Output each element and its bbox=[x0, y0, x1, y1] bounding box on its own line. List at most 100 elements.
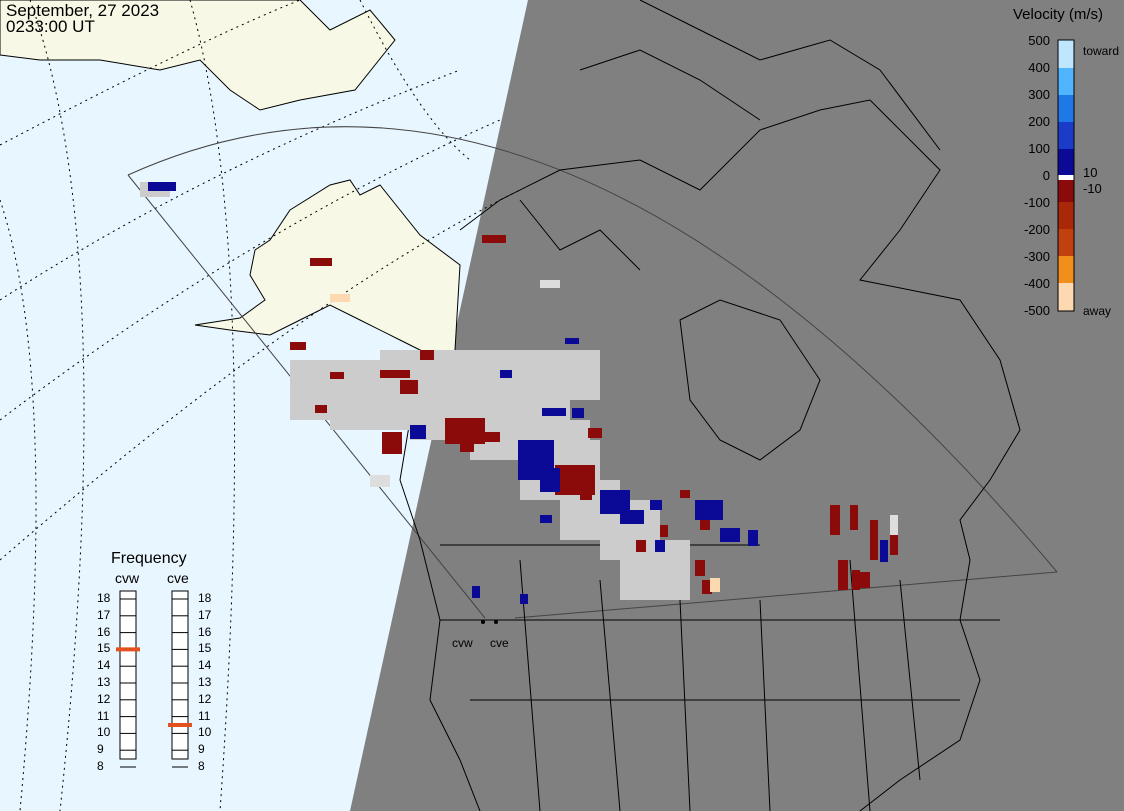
frequency-label-cvw: 10 bbox=[97, 725, 111, 740]
frequency-label-cve: 18 bbox=[198, 591, 212, 605]
velocity-cell bbox=[695, 560, 705, 576]
frequency-label-cve: 10 bbox=[198, 725, 212, 740]
velocity-cell bbox=[445, 418, 485, 444]
frequency-label-cvw: 15 bbox=[97, 641, 111, 656]
alaska-land bbox=[0, 0, 396, 111]
timestamp-time: 0233:00 UT bbox=[6, 17, 95, 36]
graticule bbox=[0, 0, 521, 811]
velocity-tick: -400 bbox=[1023, 276, 1050, 291]
velocity-cell bbox=[580, 490, 592, 500]
frequency-label-cvw: 9 bbox=[97, 742, 104, 757]
frequency-label-cvw: 12 bbox=[97, 691, 111, 706]
velocity-tick: -200 bbox=[1023, 222, 1050, 237]
velocity-cell bbox=[620, 510, 644, 524]
velocity-tick: 500 bbox=[1028, 33, 1050, 48]
velocity-tick: 300 bbox=[1028, 87, 1050, 102]
velocity-tick: 0 bbox=[1042, 168, 1050, 183]
velocity-cell bbox=[500, 370, 512, 378]
frequency-label-cve: 9 bbox=[198, 742, 205, 757]
velocity-cell bbox=[830, 505, 840, 535]
frequency-label-cvw: 16 bbox=[97, 624, 111, 639]
velocity-cell bbox=[472, 586, 480, 598]
site-label-cve: cve bbox=[490, 636, 509, 650]
toward-label: toward bbox=[1083, 44, 1120, 58]
velocity-colorbar bbox=[1057, 39, 1075, 312]
velocity-cell bbox=[410, 425, 426, 439]
velocity-cell bbox=[382, 432, 402, 454]
frequency-label-cvw: 17 bbox=[97, 607, 111, 622]
velocity-cell bbox=[370, 475, 390, 487]
frequency-label-cvw: 14 bbox=[97, 658, 111, 673]
velocity-cell bbox=[680, 490, 690, 498]
frequency-label-cve: 13 bbox=[198, 675, 212, 689]
velocity-tick: -300 bbox=[1023, 249, 1050, 264]
velocity-cell bbox=[702, 580, 712, 594]
velocity-cell bbox=[400, 380, 418, 394]
radar-name-cvw: cvw bbox=[115, 570, 140, 586]
velocity-cell bbox=[655, 540, 665, 552]
radar-site-cve bbox=[494, 620, 498, 624]
frequency-label-cve: 17 bbox=[198, 607, 212, 622]
velocity-cell bbox=[148, 182, 176, 191]
frequency-title: Frequency bbox=[111, 550, 187, 567]
radar-site-cvw bbox=[481, 620, 485, 624]
velocity-cell bbox=[310, 258, 332, 266]
velocity-cell bbox=[588, 428, 602, 438]
velocity-cell bbox=[540, 515, 552, 523]
velocity-tick: -500 bbox=[1023, 303, 1050, 318]
velocity-cell bbox=[380, 370, 410, 378]
frequency-label-cve: 14 bbox=[198, 658, 212, 673]
velocity-cell bbox=[520, 594, 528, 604]
velocity-cell bbox=[650, 500, 662, 510]
velocity-cell bbox=[700, 520, 710, 530]
velocity-legend-title: Velocity (m/s) bbox=[1013, 6, 1104, 23]
velocity-cell bbox=[860, 572, 870, 588]
velocity-cell bbox=[540, 468, 560, 492]
velocity-cell bbox=[565, 338, 579, 344]
velocity-cell bbox=[480, 432, 500, 442]
velocity-cell bbox=[330, 294, 350, 302]
frequency-label-cvw: 8 bbox=[97, 759, 104, 773]
velocity-cell bbox=[315, 405, 327, 413]
frequency-label-cve: 11 bbox=[198, 708, 211, 723]
velocity-cell bbox=[850, 505, 858, 530]
velocity-tick: -100 bbox=[1023, 195, 1050, 210]
velocity-tick: -10 bbox=[1083, 181, 1102, 196]
velocity-cell bbox=[636, 540, 646, 552]
frequency-label-cvw: 13 bbox=[97, 675, 111, 689]
velocity-cell bbox=[572, 408, 584, 418]
velocity-cell bbox=[720, 528, 740, 542]
velocity-cell bbox=[460, 440, 474, 452]
radar-name-cve: cve bbox=[167, 570, 189, 586]
frequency-label-cve: 8 bbox=[198, 759, 205, 773]
away-label: away bbox=[1083, 304, 1112, 318]
velocity-cell bbox=[890, 515, 898, 535]
velocity-cell bbox=[290, 342, 306, 350]
frequency-label-cve: 15 bbox=[198, 641, 212, 656]
velocity-cells bbox=[140, 182, 898, 604]
frequency-label-cvw: 11 bbox=[97, 708, 110, 723]
velocity-cell bbox=[540, 280, 560, 288]
frequency-label-cve: 16 bbox=[198, 624, 212, 639]
velocity-cell bbox=[748, 530, 758, 546]
velocity-cell bbox=[695, 500, 723, 520]
timestamp-date: September, 27 2023 bbox=[6, 1, 160, 20]
velocity-cell bbox=[880, 540, 888, 562]
frequency-label-cve: 12 bbox=[198, 691, 212, 706]
velocity-cell bbox=[420, 350, 434, 360]
alaska-peninsula bbox=[194, 179, 461, 361]
site-label-cvw: cvw bbox=[452, 636, 473, 650]
frequency-label-cvw: 18 bbox=[97, 591, 111, 605]
velocity-cell bbox=[710, 578, 720, 592]
velocity-tick: 400 bbox=[1028, 60, 1050, 75]
velocity-cell bbox=[482, 235, 506, 243]
velocity-cell bbox=[660, 525, 668, 537]
velocity-tick: 10 bbox=[1083, 165, 1098, 180]
velocity-tick: 200 bbox=[1028, 114, 1050, 129]
velocity-cell bbox=[852, 570, 860, 590]
velocity-cell bbox=[838, 560, 848, 590]
velocity-cell bbox=[870, 520, 878, 560]
velocity-tick: 100 bbox=[1028, 141, 1050, 156]
velocity-cell bbox=[330, 372, 344, 379]
